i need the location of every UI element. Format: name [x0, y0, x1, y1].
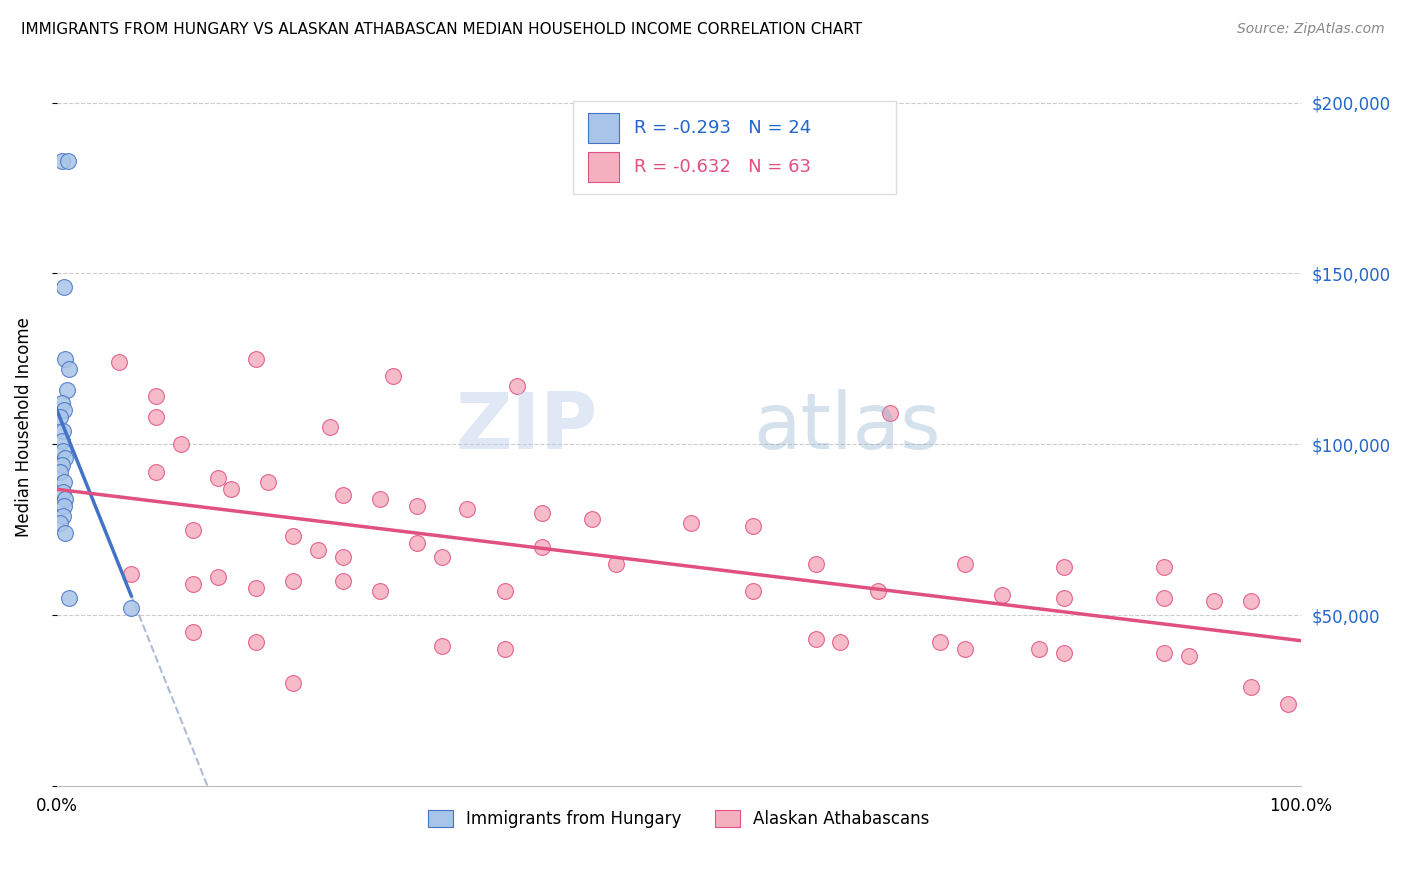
- Point: [145, 409, 167, 424]
- Point: [120, 567, 142, 582]
- Point: [53, 491, 76, 506]
- Point: [281, 574, 304, 588]
- Point: [506, 379, 529, 393]
- Point: [108, 355, 131, 369]
- Point: [49, 409, 72, 424]
- Point: [281, 676, 304, 690]
- Point: [53, 526, 76, 541]
- Y-axis label: Median Household Income: Median Household Income: [15, 318, 32, 537]
- Point: [53, 403, 76, 417]
- Point: [742, 584, 765, 599]
- Point: [605, 557, 627, 571]
- Text: R = -0.632   N = 63: R = -0.632 N = 63: [634, 158, 811, 176]
- Text: Source: ZipAtlas.com: Source: ZipAtlas.com: [1237, 22, 1385, 37]
- Point: [207, 471, 229, 485]
- Point: [51, 396, 73, 410]
- Point: [332, 549, 354, 564]
- Point: [332, 488, 354, 502]
- Point: [319, 420, 342, 434]
- Point: [1240, 680, 1263, 694]
- Text: atlas: atlas: [754, 389, 941, 465]
- Point: [804, 557, 827, 571]
- Point: [581, 512, 603, 526]
- Point: [432, 639, 454, 653]
- Point: [183, 523, 205, 537]
- Point: [53, 351, 76, 366]
- Point: [1277, 697, 1299, 711]
- Point: [494, 584, 516, 599]
- Point: [281, 529, 304, 543]
- Point: [52, 444, 75, 458]
- Point: [742, 519, 765, 533]
- Point: [953, 642, 976, 657]
- Point: [145, 389, 167, 403]
- Point: [51, 458, 73, 472]
- Point: [307, 543, 329, 558]
- Point: [432, 549, 454, 564]
- Point: [245, 635, 267, 649]
- Point: [1178, 648, 1201, 663]
- Point: [53, 475, 76, 489]
- Point: [406, 536, 429, 550]
- Point: [207, 570, 229, 584]
- Point: [530, 506, 553, 520]
- Point: [183, 625, 205, 640]
- Point: [56, 153, 79, 168]
- Point: [830, 635, 852, 649]
- Point: [332, 574, 354, 588]
- Point: [368, 491, 391, 506]
- Point: [1053, 646, 1076, 660]
- Point: [866, 584, 889, 599]
- Point: [1153, 560, 1175, 574]
- Point: [368, 584, 391, 599]
- Point: [55, 383, 77, 397]
- Point: [53, 280, 76, 294]
- Bar: [588, 152, 619, 182]
- Point: [51, 153, 73, 168]
- Point: [245, 351, 267, 366]
- Point: [953, 557, 976, 571]
- Point: [1240, 594, 1263, 608]
- Point: [183, 577, 205, 591]
- Point: [52, 508, 75, 523]
- Point: [53, 450, 76, 465]
- Point: [804, 632, 827, 646]
- Point: [1202, 594, 1225, 608]
- Point: [879, 407, 901, 421]
- Point: [245, 581, 267, 595]
- Point: [53, 499, 76, 513]
- Bar: [588, 113, 619, 143]
- Point: [991, 587, 1014, 601]
- Text: ZIP: ZIP: [456, 389, 598, 465]
- Point: [170, 437, 193, 451]
- Point: [58, 591, 80, 605]
- Text: R = -0.293   N = 24: R = -0.293 N = 24: [634, 119, 811, 137]
- Point: [1053, 560, 1076, 574]
- Point: [49, 516, 72, 530]
- Point: [494, 642, 516, 657]
- Point: [530, 540, 553, 554]
- Point: [381, 368, 404, 383]
- Point: [1153, 591, 1175, 605]
- Point: [145, 465, 167, 479]
- Point: [52, 485, 75, 500]
- Point: [51, 434, 73, 448]
- Point: [1028, 642, 1050, 657]
- Point: [1053, 591, 1076, 605]
- Text: IMMIGRANTS FROM HUNGARY VS ALASKAN ATHABASCAN MEDIAN HOUSEHOLD INCOME CORRELATIO: IMMIGRANTS FROM HUNGARY VS ALASKAN ATHAB…: [21, 22, 862, 37]
- Point: [456, 502, 478, 516]
- FancyBboxPatch shape: [572, 101, 897, 194]
- Point: [58, 362, 80, 376]
- Point: [406, 499, 429, 513]
- Point: [219, 482, 242, 496]
- Point: [681, 516, 703, 530]
- Point: [257, 475, 280, 489]
- Point: [49, 465, 72, 479]
- Point: [52, 424, 75, 438]
- Point: [929, 635, 952, 649]
- Point: [120, 601, 142, 615]
- Legend: Immigrants from Hungary, Alaskan Athabascans: Immigrants from Hungary, Alaskan Athabas…: [422, 804, 936, 835]
- Point: [1153, 646, 1175, 660]
